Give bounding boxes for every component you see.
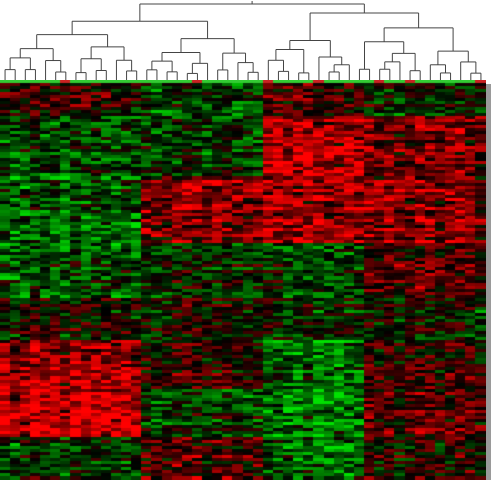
column-dendrogram — [4, 1, 482, 80]
right-margin — [491, 84, 500, 480]
row-scrollbar[interactable] — [486, 84, 491, 480]
heatmap-grid — [0, 80, 486, 480]
